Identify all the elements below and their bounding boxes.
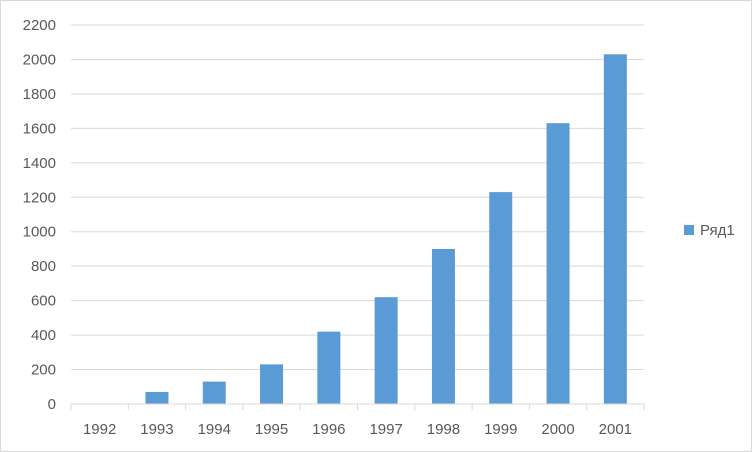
bar xyxy=(431,248,455,404)
y-tick-label: 1000 xyxy=(23,224,56,241)
y-tick-label: 1400 xyxy=(23,155,56,172)
x-tick-label: 1993 xyxy=(140,421,173,438)
x-axis-tick-labels: 1992 1993 1994 1995 1996 1997 1998 1999 2000 2001 xyxy=(70,404,645,438)
y-tick-label: 1600 xyxy=(23,120,56,137)
y-tick-label: 800 xyxy=(31,258,56,275)
bars xyxy=(145,54,627,404)
x-tick-label: 2001 xyxy=(599,421,632,438)
y-tick-label: 1800 xyxy=(23,86,56,103)
y-tick-label: 1200 xyxy=(23,189,56,206)
x-tick-label: 1995 xyxy=(255,421,288,438)
x-tick-label: 1994 xyxy=(198,421,231,438)
bar xyxy=(603,54,627,404)
x-tick-label: 1998 xyxy=(427,421,460,438)
x-tick-label: 1992 xyxy=(83,421,116,438)
bar xyxy=(546,123,570,404)
bar xyxy=(260,364,284,404)
bar xyxy=(145,391,169,404)
x-tick-label: 2000 xyxy=(541,421,574,438)
y-tick-label: 2200 xyxy=(23,17,56,34)
legend: Ряд1 xyxy=(684,221,735,239)
legend-label: Ряд1 xyxy=(700,221,735,239)
bar xyxy=(374,297,398,404)
x-tick-label: 1997 xyxy=(369,421,402,438)
y-tick-label: 2000 xyxy=(23,51,56,68)
legend-swatch xyxy=(684,225,694,235)
y-tick-label: 200 xyxy=(31,362,56,379)
y-tick-label: 400 xyxy=(31,327,56,344)
y-tick-label: 0 xyxy=(48,396,56,413)
x-tick-label: 1996 xyxy=(312,421,345,438)
y-axis-tick-labels: 0 200 400 600 800 1000 1200 1400 1600 1800 2000 220… xyxy=(23,17,56,413)
gridlines xyxy=(71,24,644,371)
bar xyxy=(202,381,226,404)
x-tick-label: 1999 xyxy=(484,421,517,438)
y-tick-label: 600 xyxy=(31,293,56,310)
bar xyxy=(489,192,513,404)
bar xyxy=(317,331,341,404)
